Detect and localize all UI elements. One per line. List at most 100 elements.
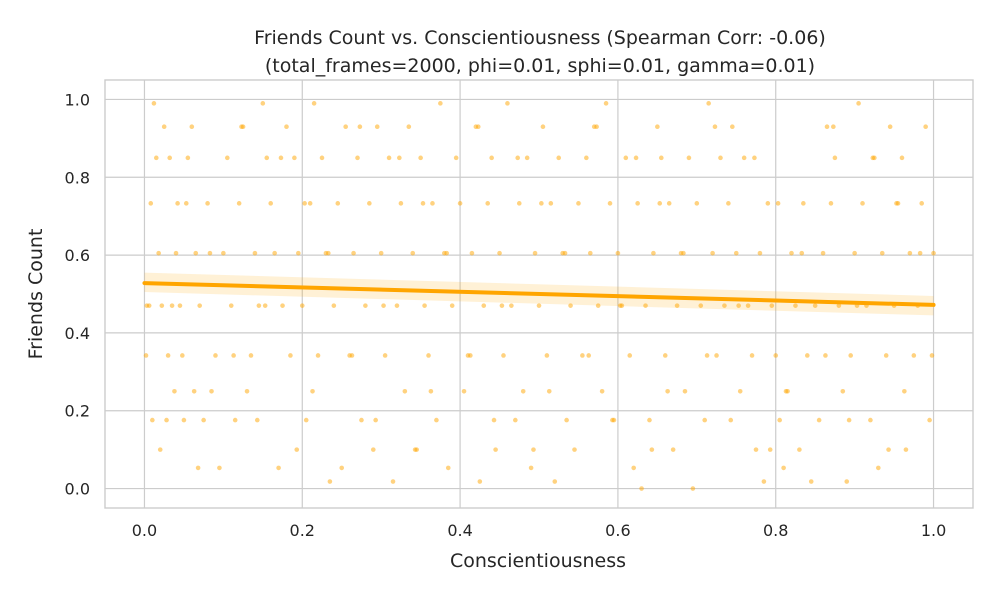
data-point-130 xyxy=(615,250,621,256)
data-point-142 xyxy=(662,353,668,358)
data-point-213 xyxy=(262,303,268,308)
data-point-67 xyxy=(367,201,372,206)
data-point-106 xyxy=(520,388,526,394)
data-point-107 xyxy=(524,155,530,161)
data-point-163 xyxy=(745,303,751,308)
data-point-111 xyxy=(540,124,546,129)
data-point-139 xyxy=(651,250,656,256)
data-point-51 xyxy=(303,417,309,423)
data-point-263 xyxy=(831,124,836,129)
x-tick-label-4: 0.8 xyxy=(763,521,788,540)
data-point-118 xyxy=(568,303,573,308)
data-point-212 xyxy=(144,303,150,308)
data-point-44 xyxy=(276,465,281,471)
data-point-253 xyxy=(428,388,434,394)
data-point-203 xyxy=(903,447,909,452)
data-point-236 xyxy=(657,201,663,206)
data-point-42 xyxy=(268,201,274,206)
data-point-164 xyxy=(749,353,755,358)
data-point-113 xyxy=(548,201,554,206)
data-point-205 xyxy=(911,353,917,358)
data-point-78 xyxy=(410,250,416,256)
y-tick-label-4: 0.8 xyxy=(65,168,90,187)
data-point-243 xyxy=(752,155,757,161)
data-point-0 xyxy=(143,353,149,358)
data-point-11 xyxy=(165,353,171,358)
x-tick-label-0: 0.0 xyxy=(132,521,157,540)
data-point-99 xyxy=(493,447,498,452)
data-point-186 xyxy=(836,303,842,308)
data-point-53 xyxy=(311,101,317,106)
data-point-108 xyxy=(528,465,534,471)
data-point-105 xyxy=(516,201,522,206)
data-point-125 xyxy=(595,303,601,308)
data-point-184 xyxy=(828,201,834,206)
data-point-266 xyxy=(531,447,536,452)
data-point-158 xyxy=(726,201,731,206)
data-point-32 xyxy=(228,303,234,308)
x-tick-labels: 0.0 0.2 0.4 0.6 0.8 1.0 xyxy=(132,521,947,540)
data-point-159 xyxy=(730,124,735,129)
data-point-101 xyxy=(501,353,506,358)
data-point-150 xyxy=(694,201,700,206)
data-point-5 xyxy=(153,155,159,161)
data-point-228 xyxy=(468,353,473,358)
data-point-252 xyxy=(310,388,315,394)
data-point-230 xyxy=(704,353,710,358)
data-point-98 xyxy=(489,155,494,161)
data-point-141 xyxy=(659,155,664,161)
data-point-73 xyxy=(390,479,396,484)
data-point-119 xyxy=(572,447,577,452)
data-point-227 xyxy=(349,353,355,358)
data-point-112 xyxy=(544,353,550,358)
data-point-168 xyxy=(765,201,771,206)
data-point-37 xyxy=(248,353,254,358)
data-point-265 xyxy=(412,447,418,452)
data-point-185 xyxy=(832,155,838,161)
data-point-24 xyxy=(197,303,202,308)
data-point-251 xyxy=(191,388,197,394)
data-point-57 xyxy=(327,479,333,484)
data-point-181 xyxy=(816,417,822,423)
data-point-135 xyxy=(635,201,640,206)
data-point-148 xyxy=(686,155,692,161)
data-point-246 xyxy=(373,417,378,423)
data-point-217 xyxy=(736,303,741,308)
data-point-231 xyxy=(823,353,828,358)
data-point-223 xyxy=(681,250,686,256)
data-point-194 xyxy=(868,417,873,423)
data-point-40 xyxy=(260,101,266,106)
data-point-224 xyxy=(799,250,805,256)
data-point-34 xyxy=(236,201,242,206)
data-point-103 xyxy=(509,303,514,308)
data-point-177 xyxy=(801,201,806,206)
data-point-187 xyxy=(840,388,846,394)
data-point-202 xyxy=(899,155,905,161)
data-point-91 xyxy=(461,388,467,394)
data-point-45 xyxy=(280,303,285,308)
data-point-189 xyxy=(848,353,853,358)
data-point-190 xyxy=(852,250,857,256)
plot-frame xyxy=(104,79,974,509)
data-point-64 xyxy=(355,155,360,161)
data-point-70 xyxy=(378,250,384,256)
data-point-59 xyxy=(335,201,341,206)
data-point-77 xyxy=(406,124,412,129)
y-tick-label-0: 0.0 xyxy=(65,480,90,499)
data-point-208 xyxy=(923,124,928,129)
data-point-156 xyxy=(718,155,723,161)
data-point-25 xyxy=(201,417,206,423)
data-point-175 xyxy=(793,303,798,308)
data-point-6 xyxy=(156,250,161,256)
regression-line xyxy=(142,281,936,307)
data-point-143 xyxy=(666,201,672,206)
data-point-261 xyxy=(594,124,599,129)
data-point-82 xyxy=(426,353,431,358)
data-point-16 xyxy=(175,201,180,206)
data-point-144 xyxy=(670,447,676,452)
x-axis-label: Conscientiousness xyxy=(450,550,626,572)
data-point-216 xyxy=(617,303,623,308)
data-point-26 xyxy=(205,201,210,206)
data-point-4 xyxy=(151,101,157,106)
scatter-points xyxy=(143,101,936,491)
